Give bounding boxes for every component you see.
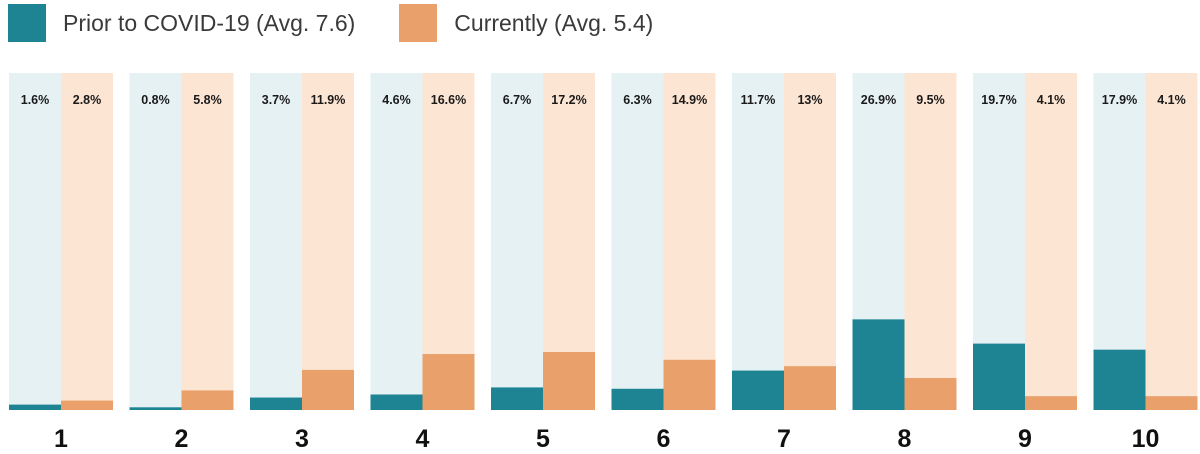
legend-label-prior: Prior to COVID-19 (Avg. 7.6) — [63, 9, 356, 36]
bar-bg-currently-7 — [784, 73, 836, 410]
bar-prior-7 — [732, 370, 784, 410]
value-label-currently-1: 2.8% — [73, 93, 102, 107]
bar-bg-prior-2 — [129, 73, 182, 410]
bar-prior-4 — [370, 394, 423, 410]
bar-currently-6 — [663, 359, 716, 410]
category-label-5: 5 — [536, 425, 550, 453]
bar-bg-prior-3 — [250, 73, 302, 410]
category-label-4: 4 — [416, 425, 430, 453]
bar-bg-currently-9 — [1025, 73, 1077, 410]
bar-currently-10 — [1145, 396, 1198, 410]
value-label-prior-4: 4.6% — [382, 93, 411, 107]
legend-swatch-prior — [8, 4, 46, 42]
category-label-8: 8 — [898, 425, 912, 453]
value-label-currently-6: 14.9% — [672, 93, 707, 107]
bar-currently-3 — [302, 369, 354, 410]
category-label-7: 7 — [777, 425, 791, 453]
bar-currently-1 — [61, 400, 113, 410]
legend-label-currently: Currently (Avg. 5.4) — [454, 9, 654, 36]
value-label-currently-4: 16.6% — [431, 93, 466, 107]
value-label-prior-9: 19.7% — [981, 93, 1016, 107]
bar-prior-3 — [250, 397, 302, 410]
category-label-6: 6 — [657, 425, 671, 453]
bar-bg-currently-3 — [302, 73, 354, 410]
bar-prior-2 — [129, 407, 182, 410]
category-label-10: 10 — [1132, 425, 1160, 453]
bar-currently-4 — [422, 354, 475, 410]
bar-bg-prior-4 — [370, 73, 423, 410]
bar-prior-5 — [491, 387, 543, 410]
value-label-currently-5: 17.2% — [551, 93, 586, 107]
bar-bg-currently-2 — [181, 73, 234, 410]
value-label-currently-10: 4.1% — [1157, 93, 1186, 107]
category-label-1: 1 — [54, 425, 68, 453]
bar-bg-currently-1 — [61, 73, 113, 410]
legend-item-prior: Prior to COVID-19 (Avg. 7.6) — [8, 4, 355, 42]
bar-bg-currently-6 — [663, 73, 716, 410]
category-label-9: 9 — [1018, 425, 1032, 453]
value-label-currently-9: 4.1% — [1037, 93, 1066, 107]
bar-bg-prior-6 — [611, 73, 664, 410]
bar-bg-prior-7 — [732, 73, 784, 410]
value-label-prior-2: 0.8% — [141, 93, 170, 107]
value-label-prior-10: 17.9% — [1102, 93, 1137, 107]
bar-currently-7 — [784, 366, 836, 410]
bar-prior-6 — [611, 388, 664, 410]
value-label-prior-8: 26.9% — [861, 93, 896, 107]
bar-bg-prior-5 — [491, 73, 543, 410]
bar-bg-prior-1 — [9, 73, 61, 410]
legend-swatch-currently — [399, 4, 438, 42]
category-label-2: 2 — [175, 425, 189, 453]
value-label-currently-3: 11.9% — [311, 93, 346, 107]
bar-currently-5 — [543, 352, 595, 410]
bar-currently-8 — [904, 377, 957, 410]
bar-prior-9 — [973, 343, 1025, 410]
value-label-prior-7: 11.7% — [741, 93, 776, 107]
bar-prior-10 — [1093, 349, 1146, 410]
legend-item-currently: Currently (Avg. 5.4) — [399, 4, 653, 42]
bar-bg-currently-10 — [1145, 73, 1198, 410]
value-label-prior-3: 3.7% — [262, 93, 291, 107]
value-label-prior-5: 6.7% — [503, 93, 532, 107]
value-label-prior-6: 6.3% — [623, 93, 652, 107]
bar-bg-currently-4 — [422, 73, 475, 410]
bar-prior-1 — [9, 404, 61, 410]
category-label-3: 3 — [295, 425, 309, 453]
value-label-prior-1: 1.6% — [21, 93, 50, 107]
legend: Prior to COVID-19 (Avg. 7.6) Currently (… — [8, 2, 697, 44]
value-label-currently-7: 13% — [797, 93, 822, 107]
bar-prior-8 — [852, 319, 905, 410]
bar-currently-9 — [1025, 396, 1077, 410]
bar-bg-currently-8 — [904, 73, 957, 410]
value-label-currently-2: 5.8% — [193, 93, 222, 107]
value-label-currently-8: 9.5% — [916, 93, 945, 107]
bar-currently-2 — [181, 390, 234, 410]
